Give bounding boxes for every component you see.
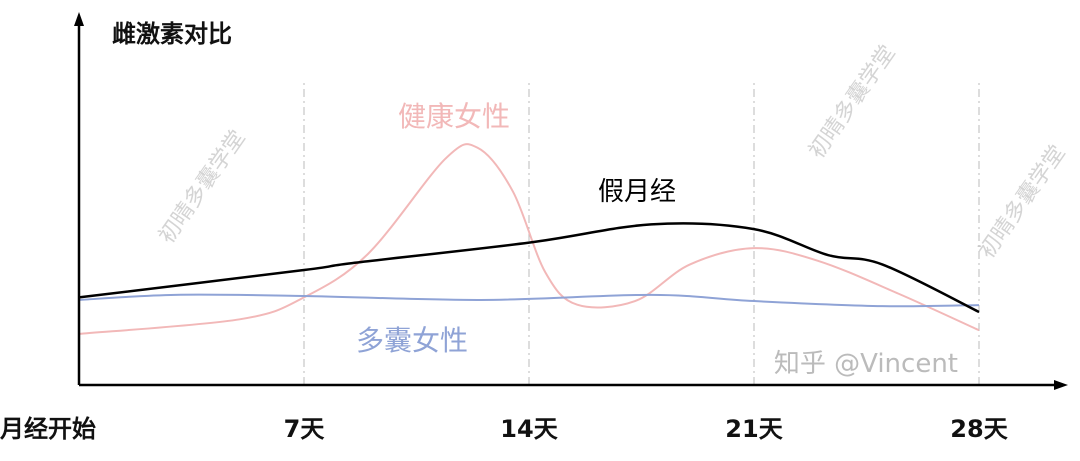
x-tick-label: 7天 — [284, 415, 325, 443]
y-axis-arrow — [74, 12, 84, 26]
grid-lines — [303, 80, 980, 385]
x-tick-labels: 月经开始 7天 14天 21天 28天 — [0, 415, 1008, 443]
x-tick-label: 月经开始 — [0, 415, 96, 443]
corner-watermark: 知乎 @Vincent — [774, 349, 958, 379]
chart-title: 雌激素对比 — [112, 20, 232, 48]
x-tick-label: 21天 — [725, 415, 782, 443]
series-label-healthy: 健康女性 — [398, 100, 510, 133]
series-pseudo-menses-line — [78, 222, 980, 314]
series-healthy-line — [78, 143, 980, 335]
x-tick-label: 14天 — [500, 415, 557, 443]
series-label-pcos: 多囊女性 — [356, 324, 468, 357]
diagonal-watermark: 初晴多囊学堂 — [154, 126, 250, 248]
series-label-pseudo: 假月经 — [598, 177, 676, 207]
diagonal-watermark: 初晴多囊学堂 — [974, 141, 1070, 263]
x-tick-label: 28天 — [950, 415, 1007, 443]
diagonal-watermark: 初晴多囊学堂 — [804, 41, 900, 163]
x-axis-arrow — [1054, 380, 1068, 390]
series-pcos-line — [78, 293, 980, 308]
series-layer — [78, 143, 980, 335]
